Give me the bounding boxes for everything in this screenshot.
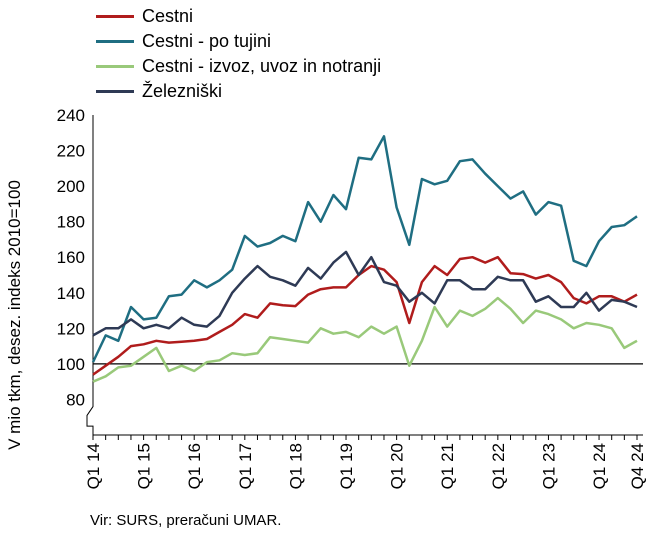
x-tick-label: Q1 24 <box>590 443 609 489</box>
y-tick-label: 100 <box>57 355 85 374</box>
series-line-2 <box>92 296 638 383</box>
y-axis-break <box>86 403 94 435</box>
x-tick-label: Q1 22 <box>489 443 508 489</box>
legend-item-zelezniski: Železniški <box>96 79 381 104</box>
legend-label: Železniški <box>142 81 223 101</box>
x-tick-label: Q1 23 <box>539 443 558 489</box>
x-tick-label: Q1 20 <box>388 443 407 489</box>
x-tick-label: Q1 18 <box>286 443 305 489</box>
legend-swatch <box>96 40 134 43</box>
legend-label: Cestni <box>142 6 194 26</box>
legend-label: Cestni - po tujini <box>142 31 272 51</box>
y-tick-label: 180 <box>57 213 85 232</box>
legend-item-cestni-po-tujini: Cestni - po tujini <box>96 29 381 54</box>
x-tick-label: Q1 15 <box>135 443 154 489</box>
legend-item-cestni-izvoz: Cestni - izvoz, uvoz in notranji <box>96 54 381 79</box>
y-tick-label: 220 <box>57 142 85 161</box>
x-tick-label: Q1 21 <box>438 443 457 489</box>
y-tick-label: 200 <box>57 177 85 196</box>
series-line-1 <box>91 135 638 363</box>
x-tick-label: Q1 17 <box>236 443 255 489</box>
y-axis-title: V mio tkm, desez. indeks 2010=100 <box>5 180 24 450</box>
series-line-3 <box>92 250 638 337</box>
legend-swatch <box>96 90 134 93</box>
series-line-0 <box>92 255 638 376</box>
legend: Cestni Cestni - po tujini Cestni - izvoz… <box>96 4 381 104</box>
y-tick-label: 240 <box>57 106 85 125</box>
legend-label: Cestni - izvoz, uvoz in notranji <box>142 56 382 76</box>
legend-item-cestni: Cestni <box>96 4 381 29</box>
x-tick-label: Q4 24 <box>628 443 647 489</box>
x-tick-label: Q1 14 <box>84 443 103 489</box>
y-tick-label: 160 <box>57 248 85 267</box>
y-tick-label: 140 <box>57 284 85 303</box>
x-tick-label: Q1 19 <box>337 443 356 489</box>
x-tick-label: Q1 16 <box>185 443 204 489</box>
source-note: Vir: SURS, preračuni UMAR. <box>90 512 282 529</box>
legend-swatch <box>96 15 134 18</box>
y-tick-label: 120 <box>57 319 85 338</box>
legend-swatch <box>96 65 134 68</box>
y-tick-label: 80 <box>66 390 85 409</box>
